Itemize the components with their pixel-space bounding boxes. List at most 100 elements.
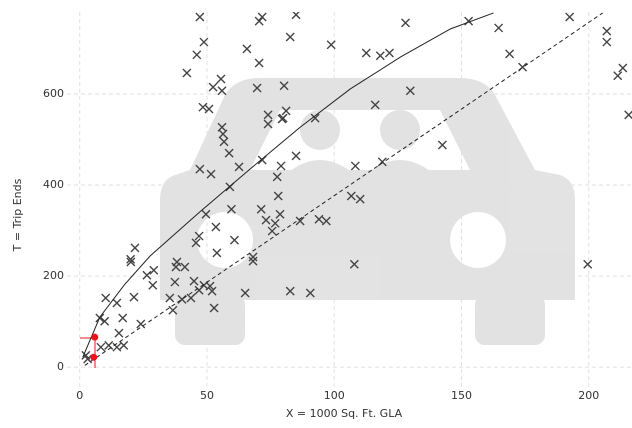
data-point <box>242 44 252 54</box>
data-point <box>118 313 128 323</box>
data-point <box>191 238 201 248</box>
y-tick-label: 200 <box>43 269 64 282</box>
data-point <box>583 259 593 269</box>
data-point <box>375 51 385 61</box>
data-point <box>314 214 324 224</box>
data-point <box>224 148 234 158</box>
data-point <box>172 257 182 267</box>
data-point <box>291 12 301 20</box>
data-point <box>126 254 136 264</box>
x-tick-label: 100 <box>324 389 345 402</box>
data-point <box>208 82 218 92</box>
data-point <box>400 18 410 28</box>
data-point <box>114 328 124 338</box>
data-point <box>207 286 217 296</box>
car-watermark <box>160 78 575 345</box>
data-point <box>275 209 285 219</box>
data-point <box>119 340 129 350</box>
x-axis-title: X = 1000 Sq. Ft. GLA <box>286 407 403 420</box>
x-tick-label: 0 <box>76 389 83 402</box>
plot-area <box>81 12 632 366</box>
data-point <box>248 252 258 262</box>
data-point <box>194 231 204 241</box>
data-point <box>384 48 394 58</box>
data-point <box>270 218 280 228</box>
data-point <box>321 216 331 226</box>
data-point <box>204 104 214 114</box>
data-point <box>180 262 190 272</box>
data-point <box>464 16 474 26</box>
data-point <box>192 50 202 60</box>
data-point <box>377 157 387 167</box>
data-point <box>248 256 258 266</box>
data-point <box>198 102 208 112</box>
data-point <box>165 293 175 303</box>
data-point <box>285 32 295 42</box>
data-point <box>216 74 226 84</box>
data-point <box>182 68 192 78</box>
data-point <box>83 354 93 364</box>
data-point <box>505 49 515 59</box>
x-tick-label: 200 <box>578 389 599 402</box>
data-point <box>104 340 114 350</box>
data-point <box>112 342 122 352</box>
data-point <box>129 292 139 302</box>
data-point <box>195 164 205 174</box>
data-point <box>261 215 271 225</box>
data-point <box>565 12 575 22</box>
data-point <box>291 151 301 161</box>
data-point <box>96 342 106 352</box>
data-point <box>355 194 365 204</box>
x-tick-label: 50 <box>200 389 214 402</box>
data-point <box>305 288 315 298</box>
data-point <box>263 119 273 129</box>
data-point <box>405 86 415 96</box>
data-point <box>199 37 209 47</box>
data-point <box>257 155 267 165</box>
data-point <box>168 305 178 315</box>
data-point <box>226 204 236 214</box>
data-point <box>211 222 221 232</box>
data-point <box>240 288 250 298</box>
study-site-point <box>90 353 98 361</box>
grid <box>67 12 632 390</box>
data-point <box>149 265 159 275</box>
data-point <box>252 83 262 93</box>
data-point <box>130 243 140 253</box>
data-point <box>177 294 187 304</box>
data-point <box>349 259 359 269</box>
y-tick-label: 0 <box>57 360 64 373</box>
data-point <box>618 63 628 73</box>
data-point <box>326 40 336 50</box>
data-point <box>494 23 504 33</box>
data-point <box>256 204 266 214</box>
data-point <box>142 270 152 280</box>
data-point <box>279 81 289 91</box>
data-point <box>613 71 623 81</box>
data-point <box>278 113 288 123</box>
y-tick-label: 600 <box>43 87 64 100</box>
data-point <box>112 298 122 308</box>
data-point <box>257 12 267 22</box>
data-point <box>217 86 227 96</box>
data-point <box>285 286 295 296</box>
data-point <box>219 137 229 147</box>
data-point <box>310 113 320 123</box>
data-point <box>205 281 215 291</box>
data-point <box>272 172 282 182</box>
data-point <box>254 58 264 68</box>
y-tick-label: 400 <box>43 178 64 191</box>
data-point <box>126 257 136 267</box>
data-point <box>254 16 264 26</box>
data-point <box>186 293 196 303</box>
data-point <box>602 37 612 47</box>
data-point <box>212 248 222 258</box>
data-point <box>234 162 244 172</box>
data-point <box>195 12 205 22</box>
data-point <box>350 161 360 171</box>
x-tick-label: 150 <box>451 389 472 402</box>
data-point <box>229 235 239 245</box>
data-point <box>100 316 110 326</box>
